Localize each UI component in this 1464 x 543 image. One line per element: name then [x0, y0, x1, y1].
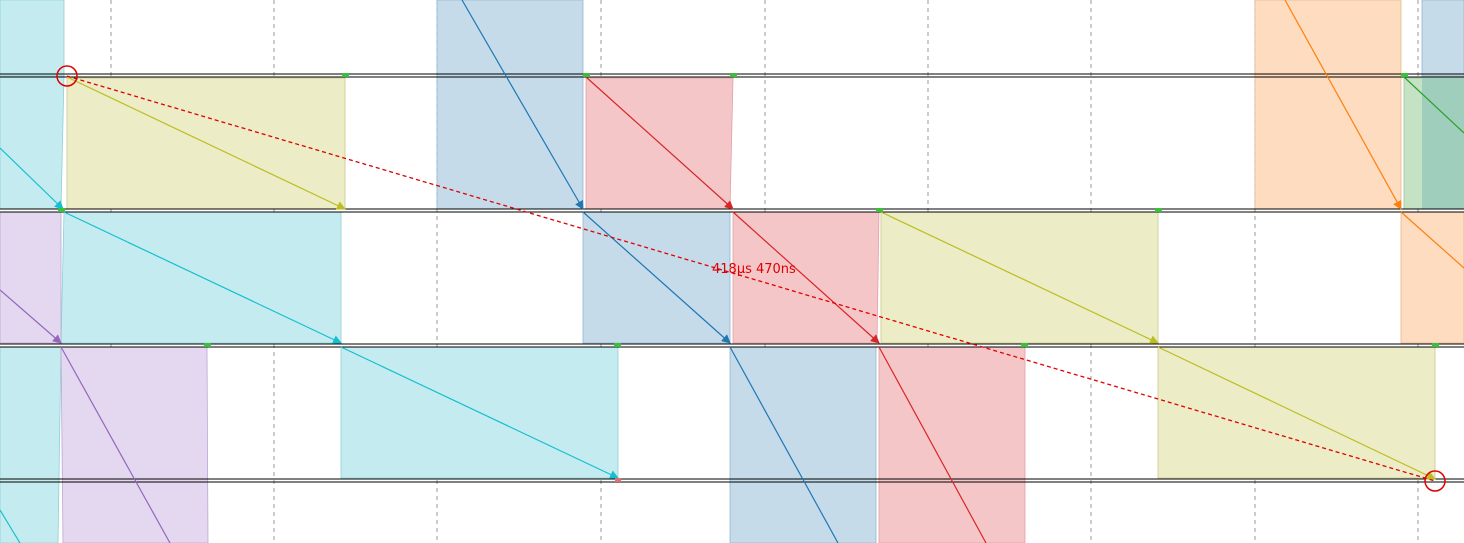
- blue-block: [729, 346, 877, 543]
- orange-arrow: [1284, 0, 1402, 210]
- endpoint-marker: [204, 343, 211, 347]
- blue-block: [1421, 0, 1464, 77]
- orange-block: [1400, 211, 1464, 344]
- endpoint-markers: [58, 73, 1439, 482]
- orange-block: [1254, 0, 1402, 210]
- endpoint-marker: [730, 73, 737, 77]
- teal-block: [1422, 78, 1464, 209]
- cyan-arrow: [340, 346, 619, 479]
- measurement-end-circle: [1424, 470, 1446, 492]
- blue-arrow: [582, 211, 731, 344]
- cyan-arrow: [0, 147, 64, 210]
- cyan-block: [0, 0, 65, 77]
- blue-arrow: [461, 0, 584, 210]
- purple-arrow: [0, 289, 62, 344]
- blue-block: [436, 0, 584, 210]
- endpoint-marker: [1155, 208, 1162, 212]
- cyan-block: [0, 75, 65, 210]
- purple-block: [60, 346, 209, 543]
- endpoint-marker: [1021, 343, 1028, 347]
- endpoint-marker: [1432, 343, 1439, 347]
- green-arrow: [1403, 76, 1464, 134]
- endpoint-marker: [342, 73, 349, 77]
- measurement[interactable]: 418µs 470ns: [56, 65, 1446, 492]
- purple-block: [0, 211, 62, 344]
- cyan-arrow: [0, 509, 21, 543]
- blue-arrow: [729, 346, 839, 543]
- red-arrow: [732, 211, 880, 344]
- olive-arrow: [880, 211, 1159, 344]
- endpoint-marker: [58, 208, 65, 212]
- measurement-start-circle: [56, 65, 78, 87]
- endpoint-marker: [583, 73, 590, 77]
- red-arrow: [878, 346, 987, 543]
- red-arrow: [585, 76, 734, 210]
- olive-arrow: [66, 76, 346, 210]
- olive-arrow: [1157, 346, 1436, 480]
- endpoint-marker: [1401, 73, 1408, 77]
- endpoint-marker: [876, 208, 883, 212]
- endpoint-marker: [615, 478, 621, 482]
- red-block: [878, 346, 1026, 543]
- orange-arrow: [1400, 211, 1464, 269]
- cyan-block: [0, 346, 62, 543]
- cyan-arrow: [63, 211, 342, 344]
- endpoint-marker: [614, 343, 621, 347]
- purple-arrow: [60, 346, 171, 543]
- measurement-label: 418µs 470ns: [712, 262, 796, 277]
